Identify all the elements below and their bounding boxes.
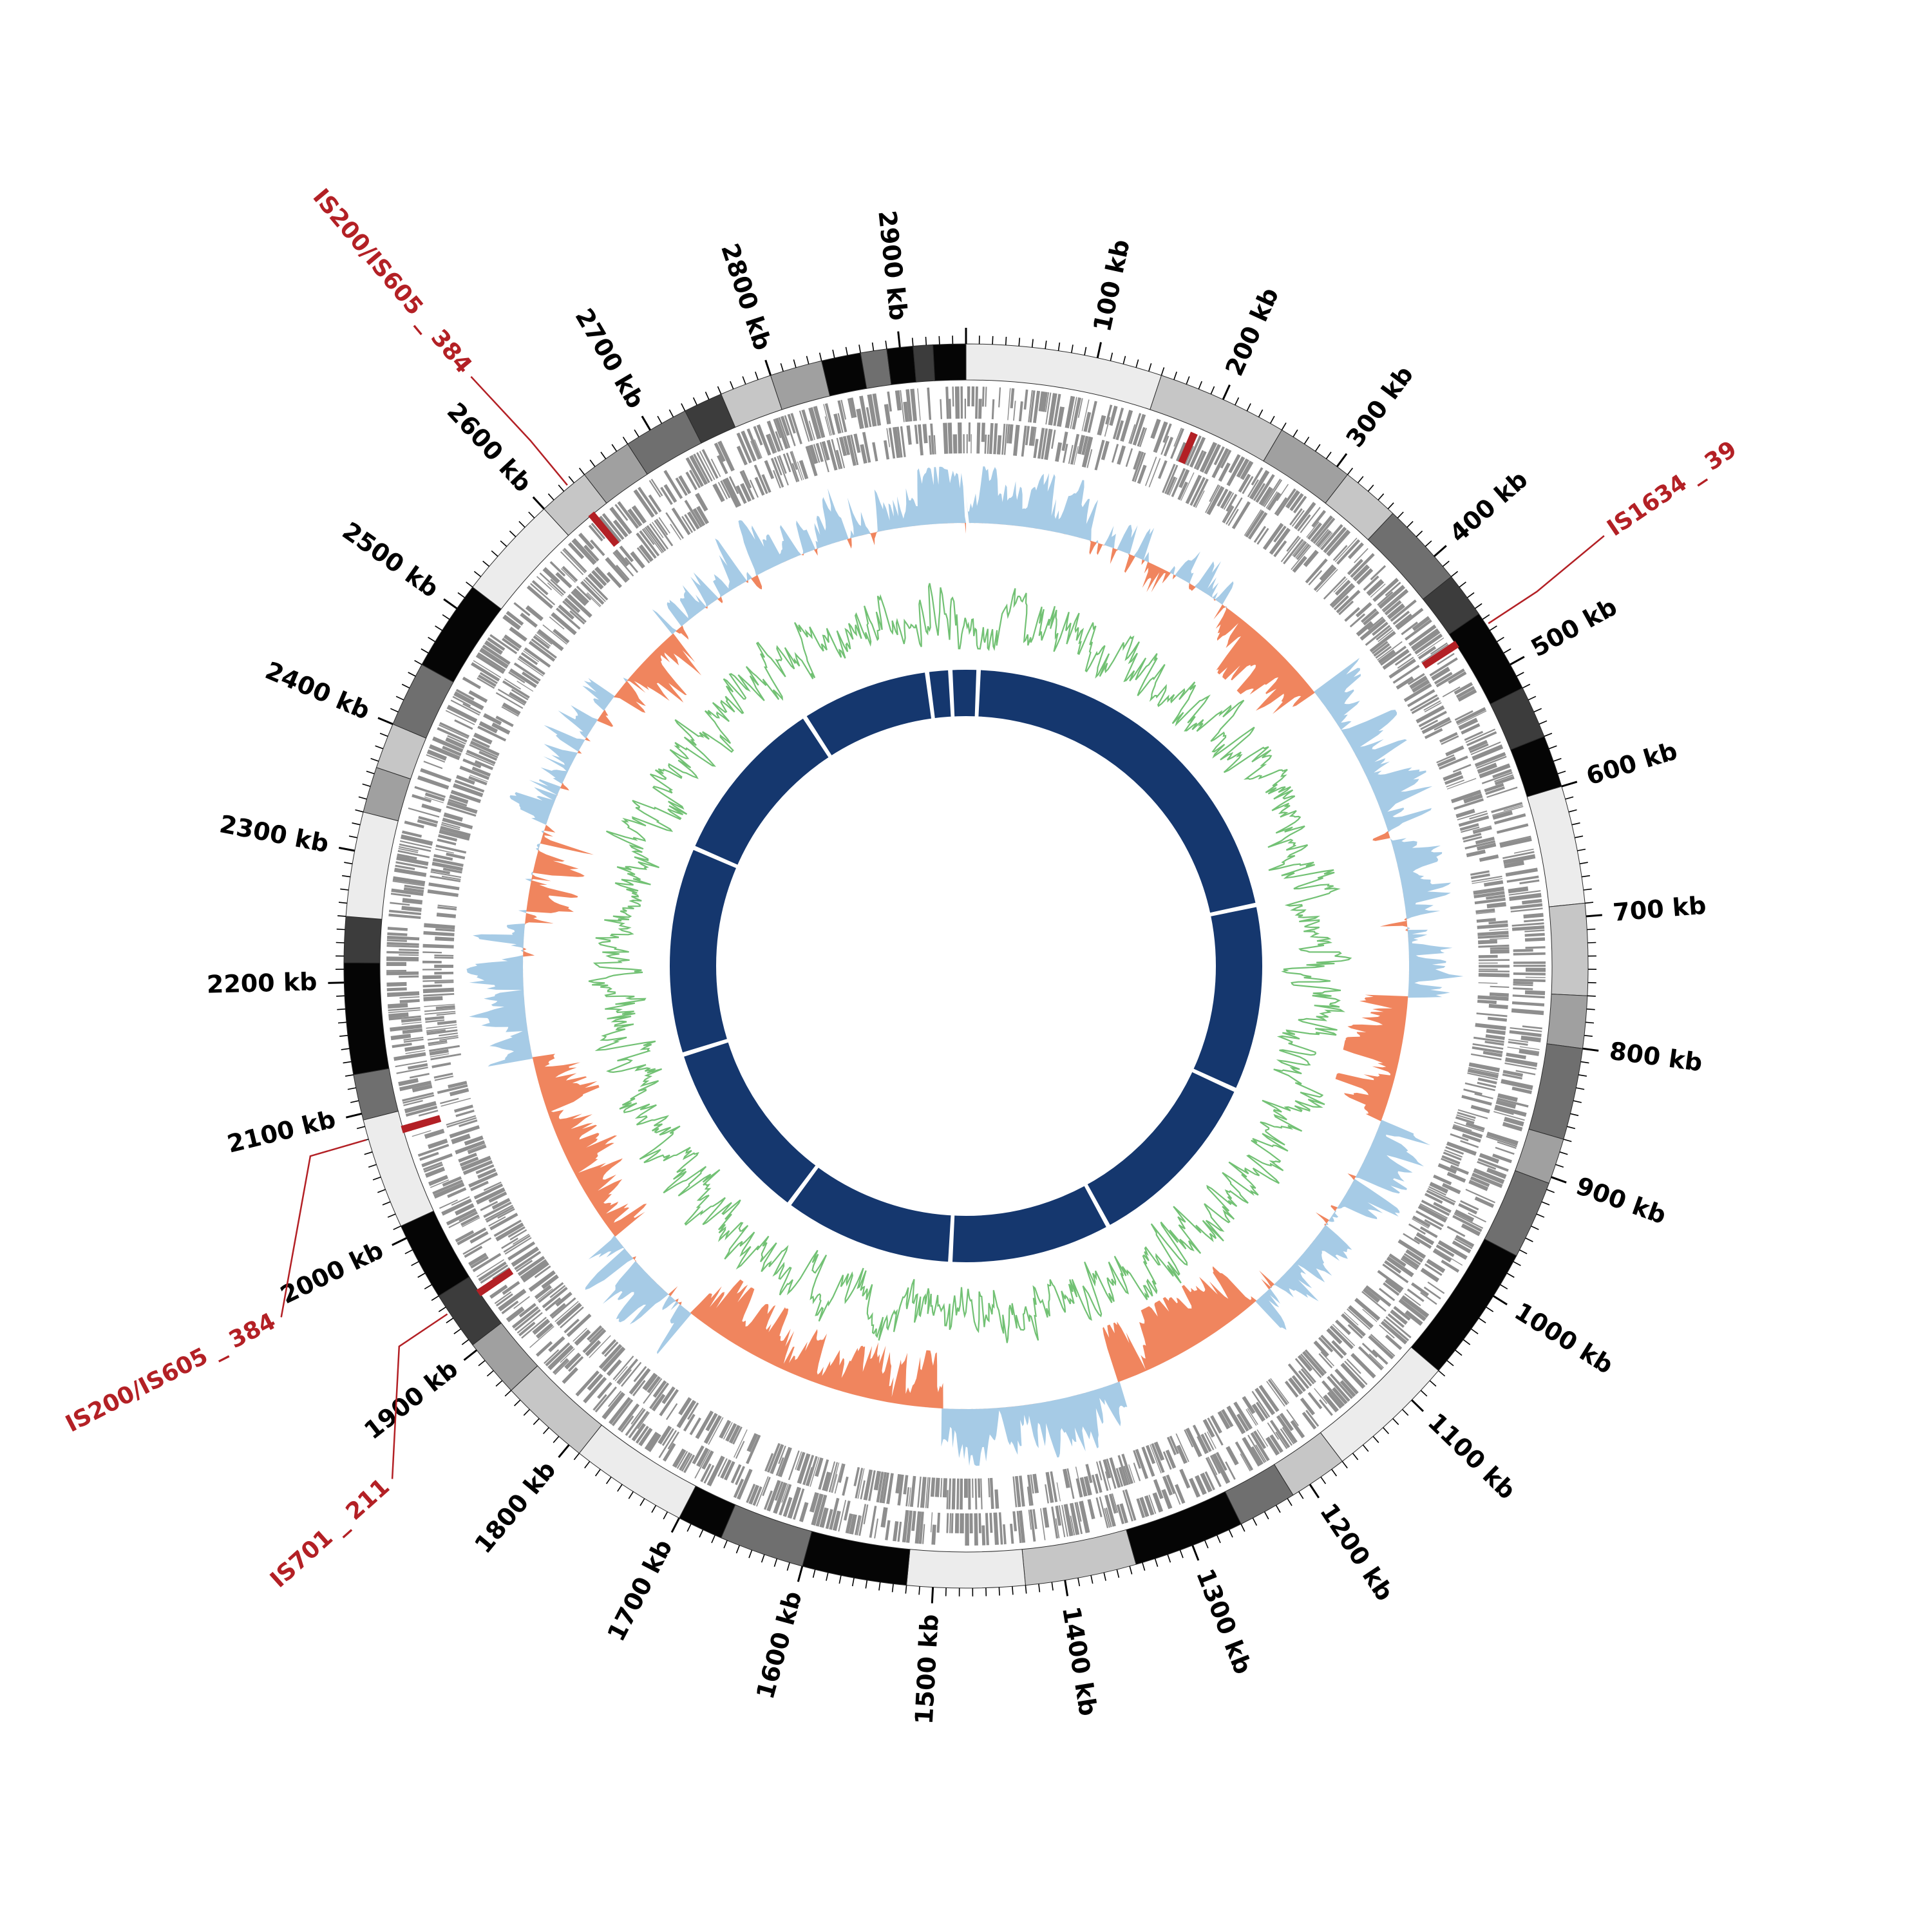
tick-label: 1300 kb bbox=[1191, 1565, 1258, 1678]
tick-marks bbox=[328, 328, 1602, 1604]
tick-label: 1200 kb bbox=[1314, 1498, 1399, 1605]
tick-label: 2100 kb bbox=[224, 1104, 338, 1158]
annotation-leader-line bbox=[470, 376, 568, 486]
annotation-leader-line bbox=[391, 1313, 448, 1479]
contig-ring bbox=[670, 668, 1262, 1264]
annotation-label: IS200/IS605 _ 384 bbox=[61, 1308, 279, 1437]
annotation-label: IS701 _ 211 bbox=[265, 1473, 395, 1593]
tick-label: 700 kb bbox=[1612, 891, 1707, 927]
tick-label: 800 kb bbox=[1608, 1037, 1705, 1077]
tick-label: 2000 kb bbox=[276, 1236, 388, 1309]
tick-label: 1500 kb bbox=[910, 1613, 944, 1725]
tick-label: 300 kb bbox=[1340, 361, 1419, 453]
tick-label: 1800 kb bbox=[469, 1455, 561, 1558]
tick-label: 100 kb bbox=[1088, 237, 1135, 334]
tick-label: 2800 kb bbox=[715, 240, 777, 354]
gene-track-reverse bbox=[422, 422, 1510, 1510]
gc-content-track bbox=[588, 583, 1352, 1343]
karyotype-ring bbox=[343, 343, 1589, 1589]
tick-label: 600 kb bbox=[1583, 737, 1681, 791]
tick-label: 1000 kb bbox=[1510, 1297, 1618, 1379]
gene-track-forward bbox=[386, 386, 1546, 1546]
tick-label: 500 kb bbox=[1526, 592, 1622, 663]
tick-label: 1900 kb bbox=[359, 1354, 463, 1444]
tick-label: 1100 kb bbox=[1423, 1408, 1522, 1505]
annotation-leader-line bbox=[280, 1139, 366, 1318]
tick-label: 2300 kb bbox=[217, 810, 331, 858]
annotation-leader-line bbox=[1488, 535, 1605, 625]
tick-label: 1600 kb bbox=[751, 1588, 808, 1702]
tick-label: 2600 kb bbox=[442, 397, 538, 498]
tick-label: 1700 kb bbox=[601, 1535, 677, 1645]
tick-label: 400 kb bbox=[1444, 465, 1533, 548]
tick-label: 2500 kb bbox=[337, 516, 444, 603]
tick-label: 2700 kb bbox=[569, 303, 650, 413]
tick-label: 2400 kb bbox=[261, 656, 374, 725]
tick-label: 1400 kb bbox=[1057, 1604, 1103, 1718]
annotation-label: IS200/IS605 _ 384 bbox=[308, 184, 477, 379]
is-element-marks bbox=[408, 431, 1453, 1293]
tick-label: 2900 kb bbox=[873, 209, 913, 322]
tick-label: 900 kb bbox=[1573, 1171, 1670, 1230]
tick-label: 2200 kb bbox=[206, 967, 317, 998]
annotation-label: IS1634 _ 39 bbox=[1602, 436, 1741, 542]
tick-label: 200 kb bbox=[1220, 283, 1284, 380]
